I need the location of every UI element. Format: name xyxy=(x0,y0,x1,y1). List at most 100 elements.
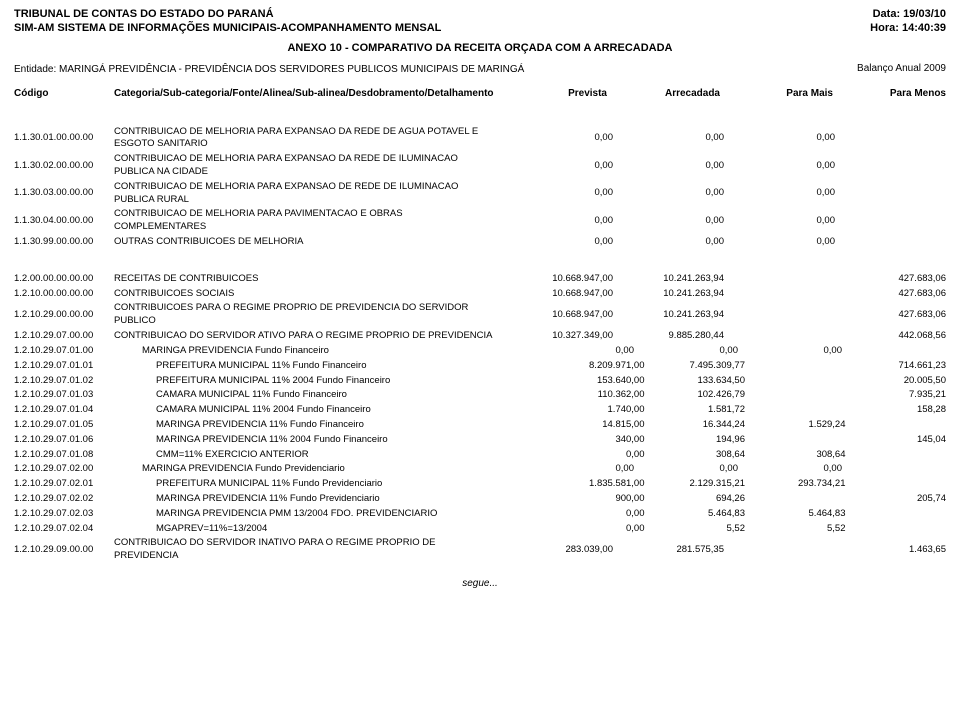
cell-code: 1.2.10.00.00.00.00 xyxy=(14,288,114,301)
cell-value: 153.640,00 xyxy=(544,375,645,388)
cell-value: 9.885.280,44 xyxy=(613,330,724,343)
cell-code: 1.2.10.29.07.01.02 xyxy=(14,375,114,388)
cell-value: 8.209.971,00 xyxy=(544,360,645,373)
cell-value: 0,00 xyxy=(634,345,738,358)
cell-desc: PREFEITURA MUNICIPAL 11% 2004 Fundo Fina… xyxy=(114,375,544,388)
cell-value: 0,00 xyxy=(724,132,835,145)
cell-desc: MARINGA PREVIDENCIA 11% 2004 Fundo Finan… xyxy=(114,434,544,447)
cell-value: 427.683,06 xyxy=(835,309,946,322)
cell-value: 7.935,21 xyxy=(846,389,947,402)
cell-code: 1.2.10.29.09.00.00 xyxy=(14,544,114,557)
org-title: TRIBUNAL DE CONTAS DO ESTADO DO PARANÁ xyxy=(14,8,274,22)
table-row: 1.2.10.29.07.01.02PREFEITURA MUNICIPAL 1… xyxy=(14,374,946,389)
header-row-1: TRIBUNAL DE CONTAS DO ESTADO DO PARANÁ D… xyxy=(14,8,946,22)
cell-code: 1.2.10.29.07.01.04 xyxy=(14,404,114,417)
cell-value: 5.464,83 xyxy=(745,508,846,521)
report-table: 1.1.30.01.00.00.00CONTRIBUICAO DE MELHOR… xyxy=(14,125,946,565)
col-arrecadada: Arrecadada xyxy=(607,88,720,99)
table-row: 1.2.10.29.07.02.01PREFEITURA MUNICIPAL 1… xyxy=(14,477,946,492)
cell-value: 10.668.947,00 xyxy=(502,273,613,286)
cell-value: 158,28 xyxy=(846,404,947,417)
cell-value: 10.241.263,94 xyxy=(613,309,724,322)
cell-value: 20.005,50 xyxy=(846,375,947,388)
col-desc: Categoria/Sub-categoria/Fonte/Alinea/Sub… xyxy=(114,88,494,99)
table-row: 1.2.10.29.07.01.06MARINGA PREVIDENCIA 11… xyxy=(14,433,946,448)
cell-value: 442.068,56 xyxy=(835,330,946,343)
cell-value: 308,64 xyxy=(745,449,846,462)
cell-value: 0,00 xyxy=(544,523,645,536)
cell-code: 1.2.10.29.07.01.06 xyxy=(14,434,114,447)
cell-value: 427.683,06 xyxy=(835,273,946,286)
cell-desc: PREFEITURA MUNICIPAL 11% Fundo Financeir… xyxy=(114,360,544,373)
cell-desc: MARINGA PREVIDENCIA 11% Fundo Financeiro xyxy=(114,419,544,432)
table-row: 1.2.10.29.07.01.04CAMARA MUNICIPAL 11% 2… xyxy=(14,403,946,418)
cell-value: 0,00 xyxy=(738,463,842,476)
cell-value: 0,00 xyxy=(613,187,724,200)
cell-value: 110.362,00 xyxy=(544,389,645,402)
cell-value: 10.241.263,94 xyxy=(613,288,724,301)
cell-value: 2.129.315,21 xyxy=(645,478,746,491)
column-headers: Código Categoria/Sub-categoria/Fonte/Ali… xyxy=(14,88,946,103)
cell-value: 10.668.947,00 xyxy=(502,309,613,322)
cell-desc: CONTRIBUICAO DE MELHORIA PARA EXPANSAO D… xyxy=(114,126,502,152)
cell-value: 0,00 xyxy=(544,508,645,521)
cell-code: 1.1.30.02.00.00.00 xyxy=(14,160,114,173)
cell-value: 694,26 xyxy=(645,493,746,506)
cell-code: 1.1.30.99.00.00.00 xyxy=(14,236,114,249)
table-row: 1.1.30.99.00.00.00OUTRAS CONTRIBUICOES D… xyxy=(14,235,946,250)
cell-value: 293.734,21 xyxy=(745,478,846,491)
cell-desc: CONTRIBUICAO DO SERVIDOR ATIVO PARA O RE… xyxy=(114,330,502,343)
cell-desc: PREFEITURA MUNICIPAL 11% Fundo Previdenc… xyxy=(114,478,544,491)
cell-value: 7.495.309,77 xyxy=(645,360,746,373)
cell-code: 1.1.30.01.00.00.00 xyxy=(14,132,114,145)
cell-desc: MARINGA PREVIDENCIA Fundo Financeiro xyxy=(114,345,530,358)
cell-value: 1.835.581,00 xyxy=(544,478,645,491)
cell-value: 0,00 xyxy=(544,449,645,462)
table-row: 1.2.10.29.07.01.00MARINGA PREVIDENCIA Fu… xyxy=(14,344,946,359)
cell-desc: CMM=11% EXERCICIO ANTERIOR xyxy=(114,449,544,462)
cell-value: 133.634,50 xyxy=(645,375,746,388)
cell-desc: MARINGA PREVIDENCIA 11% Fundo Previdenci… xyxy=(114,493,544,506)
cell-desc: CAMARA MUNICIPAL 11% 2004 Fundo Financei… xyxy=(114,404,544,417)
cell-value: 0,00 xyxy=(738,345,842,358)
cell-desc: MARINGA PREVIDENCIA Fundo Previdenciario xyxy=(114,463,530,476)
table-row: 1.2.10.29.07.01.03CAMARA MUNICIPAL 11% F… xyxy=(14,388,946,403)
cell-value: 0,00 xyxy=(613,160,724,173)
cell-desc: CONTRIBUICAO DE MELHORIA PARA PAVIMENTAC… xyxy=(114,208,502,234)
cell-value: 1.463,65 xyxy=(835,544,946,557)
cell-value: 16.344,24 xyxy=(645,419,746,432)
cell-code: 1.2.10.29.00.00.00 xyxy=(14,309,114,322)
cell-value: 0,00 xyxy=(724,236,835,249)
annex-title: ANEXO 10 - COMPARATIVO DA RECEITA ORÇADA… xyxy=(14,42,946,54)
cell-value: 14.815,00 xyxy=(544,419,645,432)
table-row: 1.2.10.29.09.00.00CONTRIBUICAO DO SERVID… xyxy=(14,536,946,564)
cell-code: 1.2.10.29.07.02.04 xyxy=(14,523,114,536)
cell-value: 0,00 xyxy=(502,236,613,249)
cell-code: 1.1.30.04.00.00.00 xyxy=(14,215,114,228)
cell-code: 1.1.30.03.00.00.00 xyxy=(14,187,114,200)
cell-value: 0,00 xyxy=(613,215,724,228)
cell-value: 205,74 xyxy=(846,493,947,506)
cell-value: 194,96 xyxy=(645,434,746,447)
col-prevista: Prevista xyxy=(494,88,607,99)
cell-desc: CONTRIBUICAO DE MELHORIA PARA EXPANSAO D… xyxy=(114,153,502,179)
cell-code: 1.2.10.29.07.02.01 xyxy=(14,478,114,491)
table-row: 1.2.00.00.00.00.00RECEITAS DE CONTRIBUIC… xyxy=(14,272,946,287)
table-row: 1.1.30.04.00.00.00CONTRIBUICAO DE MELHOR… xyxy=(14,207,946,235)
table-row: 1.2.10.00.00.00.00CONTRIBUICOES SOCIAIS 1… xyxy=(14,287,946,302)
continuation-note: segue... xyxy=(14,578,946,589)
table-row: 1.2.10.29.07.01.01PREFEITURA MUNICIPAL 1… xyxy=(14,359,946,374)
col-codigo: Código xyxy=(14,88,114,99)
cell-desc: CAMARA MUNICIPAL 11% Fundo Financeiro xyxy=(114,389,544,402)
cell-code: 1.2.10.29.07.01.01 xyxy=(14,360,114,373)
table-row: 1.2.10.29.07.01.05MARINGA PREVIDENCIA 11… xyxy=(14,418,946,433)
cell-value: 0,00 xyxy=(502,187,613,200)
cell-value: 340,00 xyxy=(544,434,645,447)
cell-desc: CONTRIBUICOES SOCIAIS xyxy=(114,288,502,301)
cell-value: 1.529,24 xyxy=(745,419,846,432)
cell-desc: CONTRIBUICAO DE MELHORIA PARA EXPANSAO D… xyxy=(114,181,502,207)
table-row: 1.1.30.03.00.00.00CONTRIBUICAO DE MELHOR… xyxy=(14,180,946,208)
cell-code: 1.2.10.29.07.01.00 xyxy=(14,345,114,358)
cell-value: 0,00 xyxy=(502,215,613,228)
cell-desc: CONTRIBUICAO DO SERVIDOR INATIVO PARA O … xyxy=(114,537,502,563)
